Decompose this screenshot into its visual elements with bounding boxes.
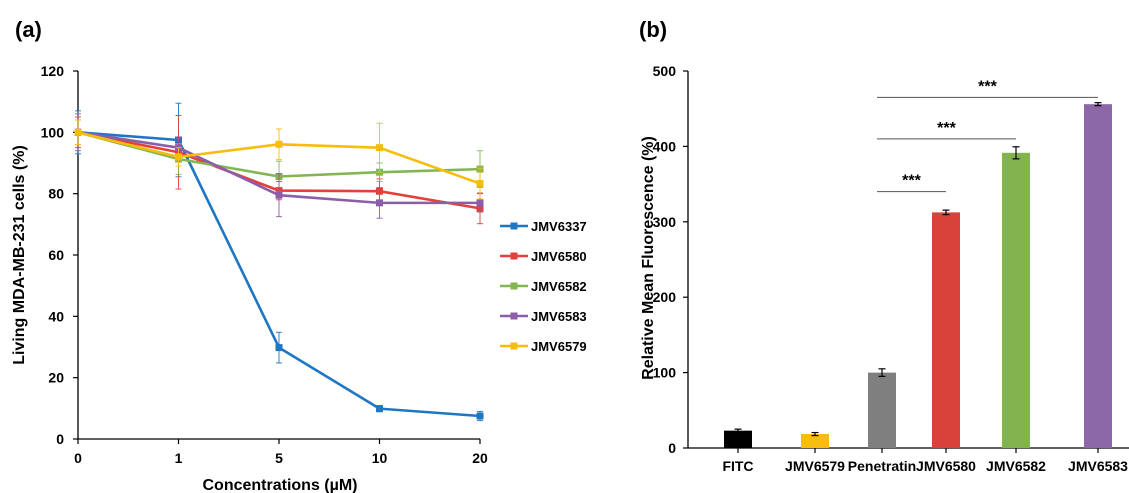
x-axis-title: Concentrations (µM) xyxy=(203,477,358,493)
x-tick-label: JMV6582 xyxy=(986,458,1046,474)
data-point xyxy=(376,144,383,152)
significance-bracket: *** xyxy=(877,173,946,193)
bar xyxy=(1002,152,1030,448)
x-tick-label: FITC xyxy=(722,458,753,474)
legend-item-JMV6579: JMV6579 xyxy=(500,339,587,354)
y-axis-title: Living MDA-MB-231 cells (%) xyxy=(11,145,28,365)
x-tick-label: 10 xyxy=(372,450,388,466)
data-point xyxy=(175,153,182,161)
legend-label: JMV6337 xyxy=(531,219,587,234)
y-tick-label: 500 xyxy=(653,63,677,79)
bar xyxy=(1084,104,1112,449)
data-point xyxy=(376,199,383,207)
legend-marker xyxy=(510,222,518,230)
legend-marker xyxy=(510,282,518,290)
line-chart-axes xyxy=(77,71,480,440)
significance-label: *** xyxy=(902,173,921,190)
bar-JMV6583 xyxy=(1084,102,1112,449)
data-point xyxy=(476,412,484,420)
legend-marker xyxy=(510,342,518,350)
y-tick-label: 400 xyxy=(653,138,677,154)
bar-chart-panel: (b) 0 100 200 300 400 500 FITC JMV6579 Penetrat… xyxy=(639,17,1129,474)
y-tick-label: 20 xyxy=(48,370,64,386)
data-point xyxy=(476,199,484,207)
bar-JMV6582 xyxy=(1002,146,1030,448)
bar xyxy=(932,212,960,448)
y-tick-label: 100 xyxy=(653,365,677,381)
legend-item-JMV6337: JMV6337 xyxy=(500,219,587,234)
legend-marker xyxy=(510,252,518,260)
y-tick-label: 100 xyxy=(41,124,65,140)
legend-marker xyxy=(510,312,518,320)
legend-label: JMV6579 xyxy=(531,339,587,354)
y-tick-label: 80 xyxy=(48,186,64,202)
x-tick-label: 20 xyxy=(472,450,488,466)
y-tick-label: 60 xyxy=(48,247,64,263)
bar-chart-axes xyxy=(687,71,1129,449)
bar-chart-x-ticks: FITC JMV6579 Penetratin JMV6580 JMV6582 JMV65… xyxy=(722,448,1128,474)
y-tick-label: 200 xyxy=(653,289,677,305)
x-tick-label: 5 xyxy=(275,450,283,466)
panel-label-b: (b) xyxy=(639,17,667,42)
line-chart-y-ticks: 0 20 40 60 80 100 120 xyxy=(41,63,78,447)
series-JMV6579 xyxy=(74,119,484,200)
significance-markers: *** *** *** xyxy=(877,78,1098,193)
legend-item-JMV6582: JMV6582 xyxy=(500,279,587,294)
bar-FITC xyxy=(724,428,752,448)
legend-label: JMV6583 xyxy=(531,309,587,324)
significance-bracket: *** xyxy=(877,120,1016,140)
data-point xyxy=(275,191,283,199)
line-chart-x-ticks: 0 1 5 10 20 xyxy=(74,439,488,466)
bar-Penetratin xyxy=(868,368,896,448)
bar-JMV6579 xyxy=(801,431,829,448)
legend-label: JMV6580 xyxy=(531,249,587,264)
panel-label-a: (a) xyxy=(15,17,42,42)
x-tick-label: JMV6583 xyxy=(1068,458,1128,474)
y-axis-title-b: Relative Mean Fluorescence (%) xyxy=(640,136,657,380)
y-tick-label: 40 xyxy=(48,308,64,324)
y-tick-label: 120 xyxy=(41,63,65,79)
data-point xyxy=(275,344,283,352)
legend-item-JMV6580: JMV6580 xyxy=(500,249,587,264)
y-tick-label: 300 xyxy=(653,214,677,230)
x-tick-label: 0 xyxy=(74,450,82,466)
bar-JMV6580 xyxy=(932,209,960,448)
significance-bracket: *** xyxy=(877,78,1098,98)
bar xyxy=(868,372,896,448)
data-point xyxy=(476,180,484,188)
x-tick-label: 1 xyxy=(175,450,183,466)
data-point xyxy=(275,140,283,148)
x-tick-label: JMV6580 xyxy=(916,458,976,474)
x-tick-label: Penetratin xyxy=(848,458,916,474)
line-chart-panel: (a) 0 20 40 60 80 100 120 0 1 5 10 20 JMV6337 JMV65… xyxy=(11,17,587,493)
bar xyxy=(724,430,752,448)
y-tick-label: 0 xyxy=(56,431,64,447)
data-point xyxy=(74,128,82,136)
bar-chart-bars xyxy=(724,102,1112,449)
significance-label: *** xyxy=(937,120,956,137)
legend: JMV6337 JMV6580 JMV6582 JMV6583 JMV6579 xyxy=(500,219,587,354)
bar-chart-y-ticks: 0 100 200 300 400 500 xyxy=(653,63,688,456)
x-tick-label: JMV6579 xyxy=(785,458,845,474)
data-point xyxy=(376,405,383,413)
y-tick-label: 0 xyxy=(668,440,676,456)
legend-item-JMV6583: JMV6583 xyxy=(500,309,587,324)
bar xyxy=(801,434,829,448)
legend-label: JMV6582 xyxy=(531,279,587,294)
significance-label: *** xyxy=(978,78,997,95)
line-chart-series xyxy=(74,102,484,422)
